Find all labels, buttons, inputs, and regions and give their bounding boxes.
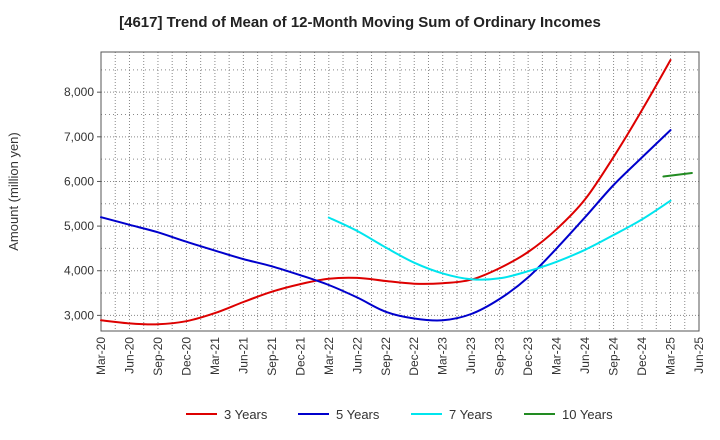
y-tick-label: 5,000 bbox=[64, 219, 94, 233]
y-tick-label: 7,000 bbox=[64, 130, 94, 144]
x-tick-label: Jun-23 bbox=[464, 337, 478, 374]
x-tick-label: Sep-21 bbox=[265, 337, 279, 376]
x-tick-label: Jun-20 bbox=[122, 337, 136, 374]
x-tick-label: Dec-24 bbox=[635, 337, 649, 376]
x-tick-label: Dec-21 bbox=[293, 337, 307, 376]
legend-label-7-years: 7 Years bbox=[449, 407, 493, 422]
x-tick-label: Dec-22 bbox=[407, 337, 421, 376]
series-line-7-years bbox=[327, 199, 672, 281]
x-tick-label: Jun-22 bbox=[350, 337, 364, 374]
x-tick-label: Sep-23 bbox=[493, 337, 507, 376]
series-line-5-years bbox=[100, 129, 672, 322]
x-tick-label: Dec-23 bbox=[521, 337, 535, 376]
y-tick-label: 4,000 bbox=[64, 264, 94, 278]
x-tick-label: Mar-24 bbox=[550, 337, 564, 375]
legend-label-10-years: 10 Years bbox=[562, 407, 613, 422]
x-tick-label: Dec-20 bbox=[179, 337, 193, 376]
x-tick-label: Jun-25 bbox=[692, 337, 706, 374]
series-line-10-years bbox=[662, 172, 693, 178]
legend-label-5-years: 5 Years bbox=[336, 407, 380, 422]
chart-title: [4617] Trend of Mean of 12-Month Moving … bbox=[119, 14, 601, 31]
x-tick-label: Sep-24 bbox=[607, 337, 621, 376]
x-tick-label: Mar-22 bbox=[322, 337, 336, 375]
x-tick-label: Mar-20 bbox=[94, 337, 108, 375]
y-tick-label: 6,000 bbox=[64, 174, 94, 188]
x-tick-label: Jun-21 bbox=[236, 337, 250, 374]
x-tick-label: Jun-24 bbox=[578, 337, 592, 374]
x-tick-label: Mar-21 bbox=[208, 337, 222, 375]
series-line-3-years bbox=[100, 59, 672, 326]
x-tick-label: Sep-20 bbox=[151, 337, 165, 376]
plot-frame bbox=[100, 51, 700, 332]
y-tick-label: 3,000 bbox=[64, 308, 94, 322]
legend-label-3-years: 3 Years bbox=[224, 407, 268, 422]
x-tick-label: Mar-25 bbox=[664, 337, 678, 375]
x-tick-label: Mar-23 bbox=[436, 337, 450, 375]
y-axis-title: Amount (million yen) bbox=[6, 132, 21, 251]
y-tick-label: 8,000 bbox=[64, 85, 94, 99]
x-tick-label: Sep-22 bbox=[379, 337, 393, 376]
plot-area bbox=[101, 52, 699, 331]
